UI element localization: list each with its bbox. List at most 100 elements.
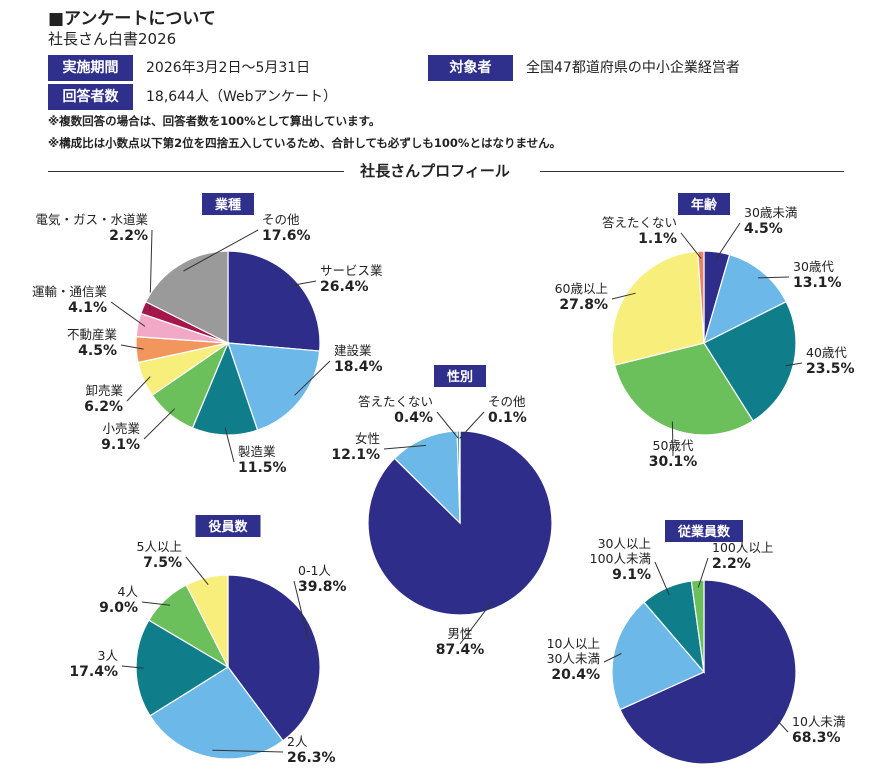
- section-divider: 社長さんプロフィール: [0, 160, 870, 180]
- pie-slice: [703, 253, 787, 345]
- leader-line: [611, 292, 636, 300]
- slice-percent: 13.1%: [793, 275, 842, 291]
- leader-line: [224, 427, 235, 463]
- slice-label: 5人以上: [137, 539, 182, 554]
- slice-percent: 9.1%: [612, 567, 651, 583]
- leader-line: [293, 580, 309, 641]
- leader-line: [183, 229, 259, 272]
- pie-slice: [227, 250, 321, 352]
- slice-percent: 39.8%: [298, 579, 347, 595]
- slice-percent: 4.5%: [744, 221, 783, 237]
- leader-line: [212, 749, 284, 753]
- slice-label: 不動産業: [67, 327, 118, 342]
- slice-label: 4人: [118, 584, 139, 599]
- slice-percent: 30.1%: [649, 454, 698, 470]
- chart-title-box: [665, 520, 743, 542]
- slice-percent: 23.5%: [806, 361, 855, 377]
- respondents-value: 18,644人（Webアンケート）: [146, 89, 337, 105]
- slice-percent: 7.5%: [143, 555, 182, 571]
- slice-label: その他: [262, 212, 300, 227]
- pie-slice: [185, 574, 229, 668]
- leader-line: [697, 557, 709, 588]
- slice-percent: 87.4%: [436, 642, 485, 658]
- slice-percent: 9.0%: [99, 600, 138, 616]
- leader-line: [121, 665, 144, 669]
- slice-label: 答えたくない: [602, 215, 677, 230]
- leader-line: [680, 232, 702, 259]
- leader-line: [715, 222, 741, 260]
- leader-line: [459, 411, 485, 439]
- pie-slice: [227, 574, 321, 742]
- slice-label: 100人以上: [712, 540, 773, 555]
- slice-label: 卸売業: [85, 383, 123, 398]
- pie-slice: [227, 342, 321, 431]
- slice-label: 10人未満: [792, 714, 845, 729]
- leader-line: [774, 717, 789, 733]
- slice-label: その他: [488, 394, 526, 409]
- pie-slice: [690, 579, 705, 673]
- note-rounding: ※構成比は小数点以下第2位を四捨五入しているため、合計しても必ずしも100%とは…: [48, 136, 562, 150]
- slice-percent: 11.5%: [238, 460, 287, 476]
- survey-heading: ■アンケートについて: [48, 9, 216, 29]
- slice-percent: 27.8%: [559, 297, 608, 313]
- slice-percent: 17.6%: [262, 228, 311, 244]
- survey-subtitle: 社長さん白書2026: [48, 30, 177, 48]
- chart-title: 性別: [447, 369, 473, 385]
- slice-percent: 9.1%: [101, 437, 140, 453]
- slice-label: 0-1人: [298, 563, 331, 578]
- slice-label: 50歳代: [653, 438, 694, 453]
- leader-line: [785, 362, 803, 367]
- section-title: 社長さんプロフィール: [360, 162, 510, 180]
- slice-percent: 2.2%: [712, 556, 751, 572]
- slice-label: 運輸・通信業: [32, 284, 108, 299]
- chart-title-box: [195, 515, 261, 537]
- pie-slice: [619, 579, 797, 765]
- slice-label: 女性: [355, 431, 380, 446]
- slice-percent: 6.2%: [84, 399, 123, 415]
- pie-slice: [697, 250, 705, 344]
- slice-label: 10人以上: [547, 636, 600, 651]
- pie-slice: [613, 342, 754, 436]
- slice-label: 電気・ガス・水道業: [35, 212, 148, 227]
- slice-label: 60歳以上: [555, 281, 608, 296]
- leader-line: [290, 280, 317, 287]
- chart-title: 年齢: [691, 197, 718, 213]
- pie-slice: [367, 430, 553, 616]
- slice-label: 男性: [447, 626, 472, 641]
- slice-label: 30人未満: [547, 651, 600, 666]
- chart-title-box: [678, 193, 730, 215]
- note-multiple-answers: ※複数回答の場合は、回答者数を100%として算出しています。: [48, 114, 381, 128]
- pie-slice: [611, 250, 705, 366]
- slice-percent: 4.1%: [68, 300, 107, 316]
- pie-slice: [703, 300, 797, 422]
- chart-title-box: [202, 193, 254, 215]
- section-line-right: [540, 171, 844, 172]
- slice-label: 30人以上: [598, 536, 651, 551]
- leader-line: [294, 360, 331, 396]
- slice-percent: 4.5%: [78, 343, 117, 359]
- chart-title: 従業員数: [677, 524, 731, 540]
- slice-label: 100人未満: [590, 551, 651, 566]
- slice-percent: 20.4%: [551, 667, 600, 683]
- pie-slice: [611, 601, 705, 711]
- slice-percent: 12.1%: [331, 447, 380, 463]
- slice-percent: 17.4%: [69, 664, 118, 680]
- slice-percent: 1.1%: [638, 231, 677, 247]
- leader-line: [603, 653, 622, 663]
- leader-line: [654, 561, 670, 596]
- leader-line: [436, 411, 459, 439]
- pie-slice: [144, 250, 229, 344]
- pie-slice: [458, 430, 461, 524]
- slice-label: 製造業: [238, 444, 276, 459]
- slice-label: 2人: [287, 734, 308, 749]
- slice-percent: 0.4%: [394, 410, 433, 426]
- slice-label: 小売業: [102, 421, 140, 436]
- respondents-label: 回答者数: [48, 84, 133, 110]
- chart-title: 業種: [214, 197, 241, 213]
- slice-label: 30歳代: [793, 259, 834, 274]
- slice-label: 40歳代: [806, 345, 847, 360]
